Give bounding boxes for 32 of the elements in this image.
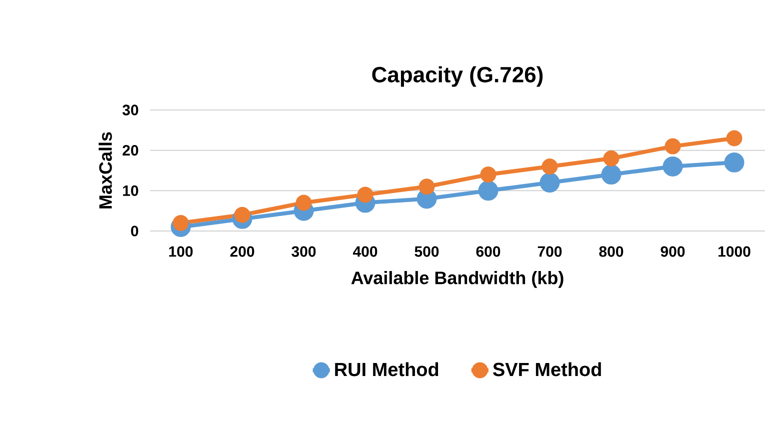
x-tick-label: 100: [169, 246, 193, 257]
x-tick-label: 500: [414, 246, 439, 257]
point: [540, 172, 560, 193]
x-tick-label: 200: [230, 246, 254, 257]
y-axis-title: MaxCalls: [98, 132, 112, 208]
point: [357, 186, 374, 203]
point: [603, 150, 620, 166]
point: [542, 158, 558, 174]
y-tick-label: 10: [123, 185, 138, 196]
y-tick-label: 0: [131, 226, 138, 236]
legend-label: SVF Method: [493, 362, 601, 376]
x-axis-title: Available Bandwidth (kb): [351, 271, 564, 288]
x-tick-label: 900: [660, 246, 685, 257]
point: [418, 178, 435, 195]
point: [662, 156, 683, 176]
point: [480, 166, 496, 183]
point: [478, 180, 498, 201]
point: [296, 194, 312, 211]
x-tick-label: 300: [292, 246, 316, 257]
x-tick-label: 700: [538, 246, 562, 257]
point: [601, 164, 622, 185]
point: [664, 138, 681, 154]
point: [724, 152, 744, 172]
point: [726, 130, 742, 146]
legend-label: RUI Method: [335, 362, 438, 376]
x-tick-label: 800: [599, 246, 624, 257]
chart-title: Capacity (G.726): [372, 66, 543, 87]
y-tick-label: 20: [122, 145, 138, 156]
x-tick-label: 600: [476, 246, 500, 257]
x-tick-label: 1000: [718, 246, 750, 257]
x-tick-label: 400: [352, 246, 378, 257]
y-tick-label: 30: [122, 104, 138, 116]
